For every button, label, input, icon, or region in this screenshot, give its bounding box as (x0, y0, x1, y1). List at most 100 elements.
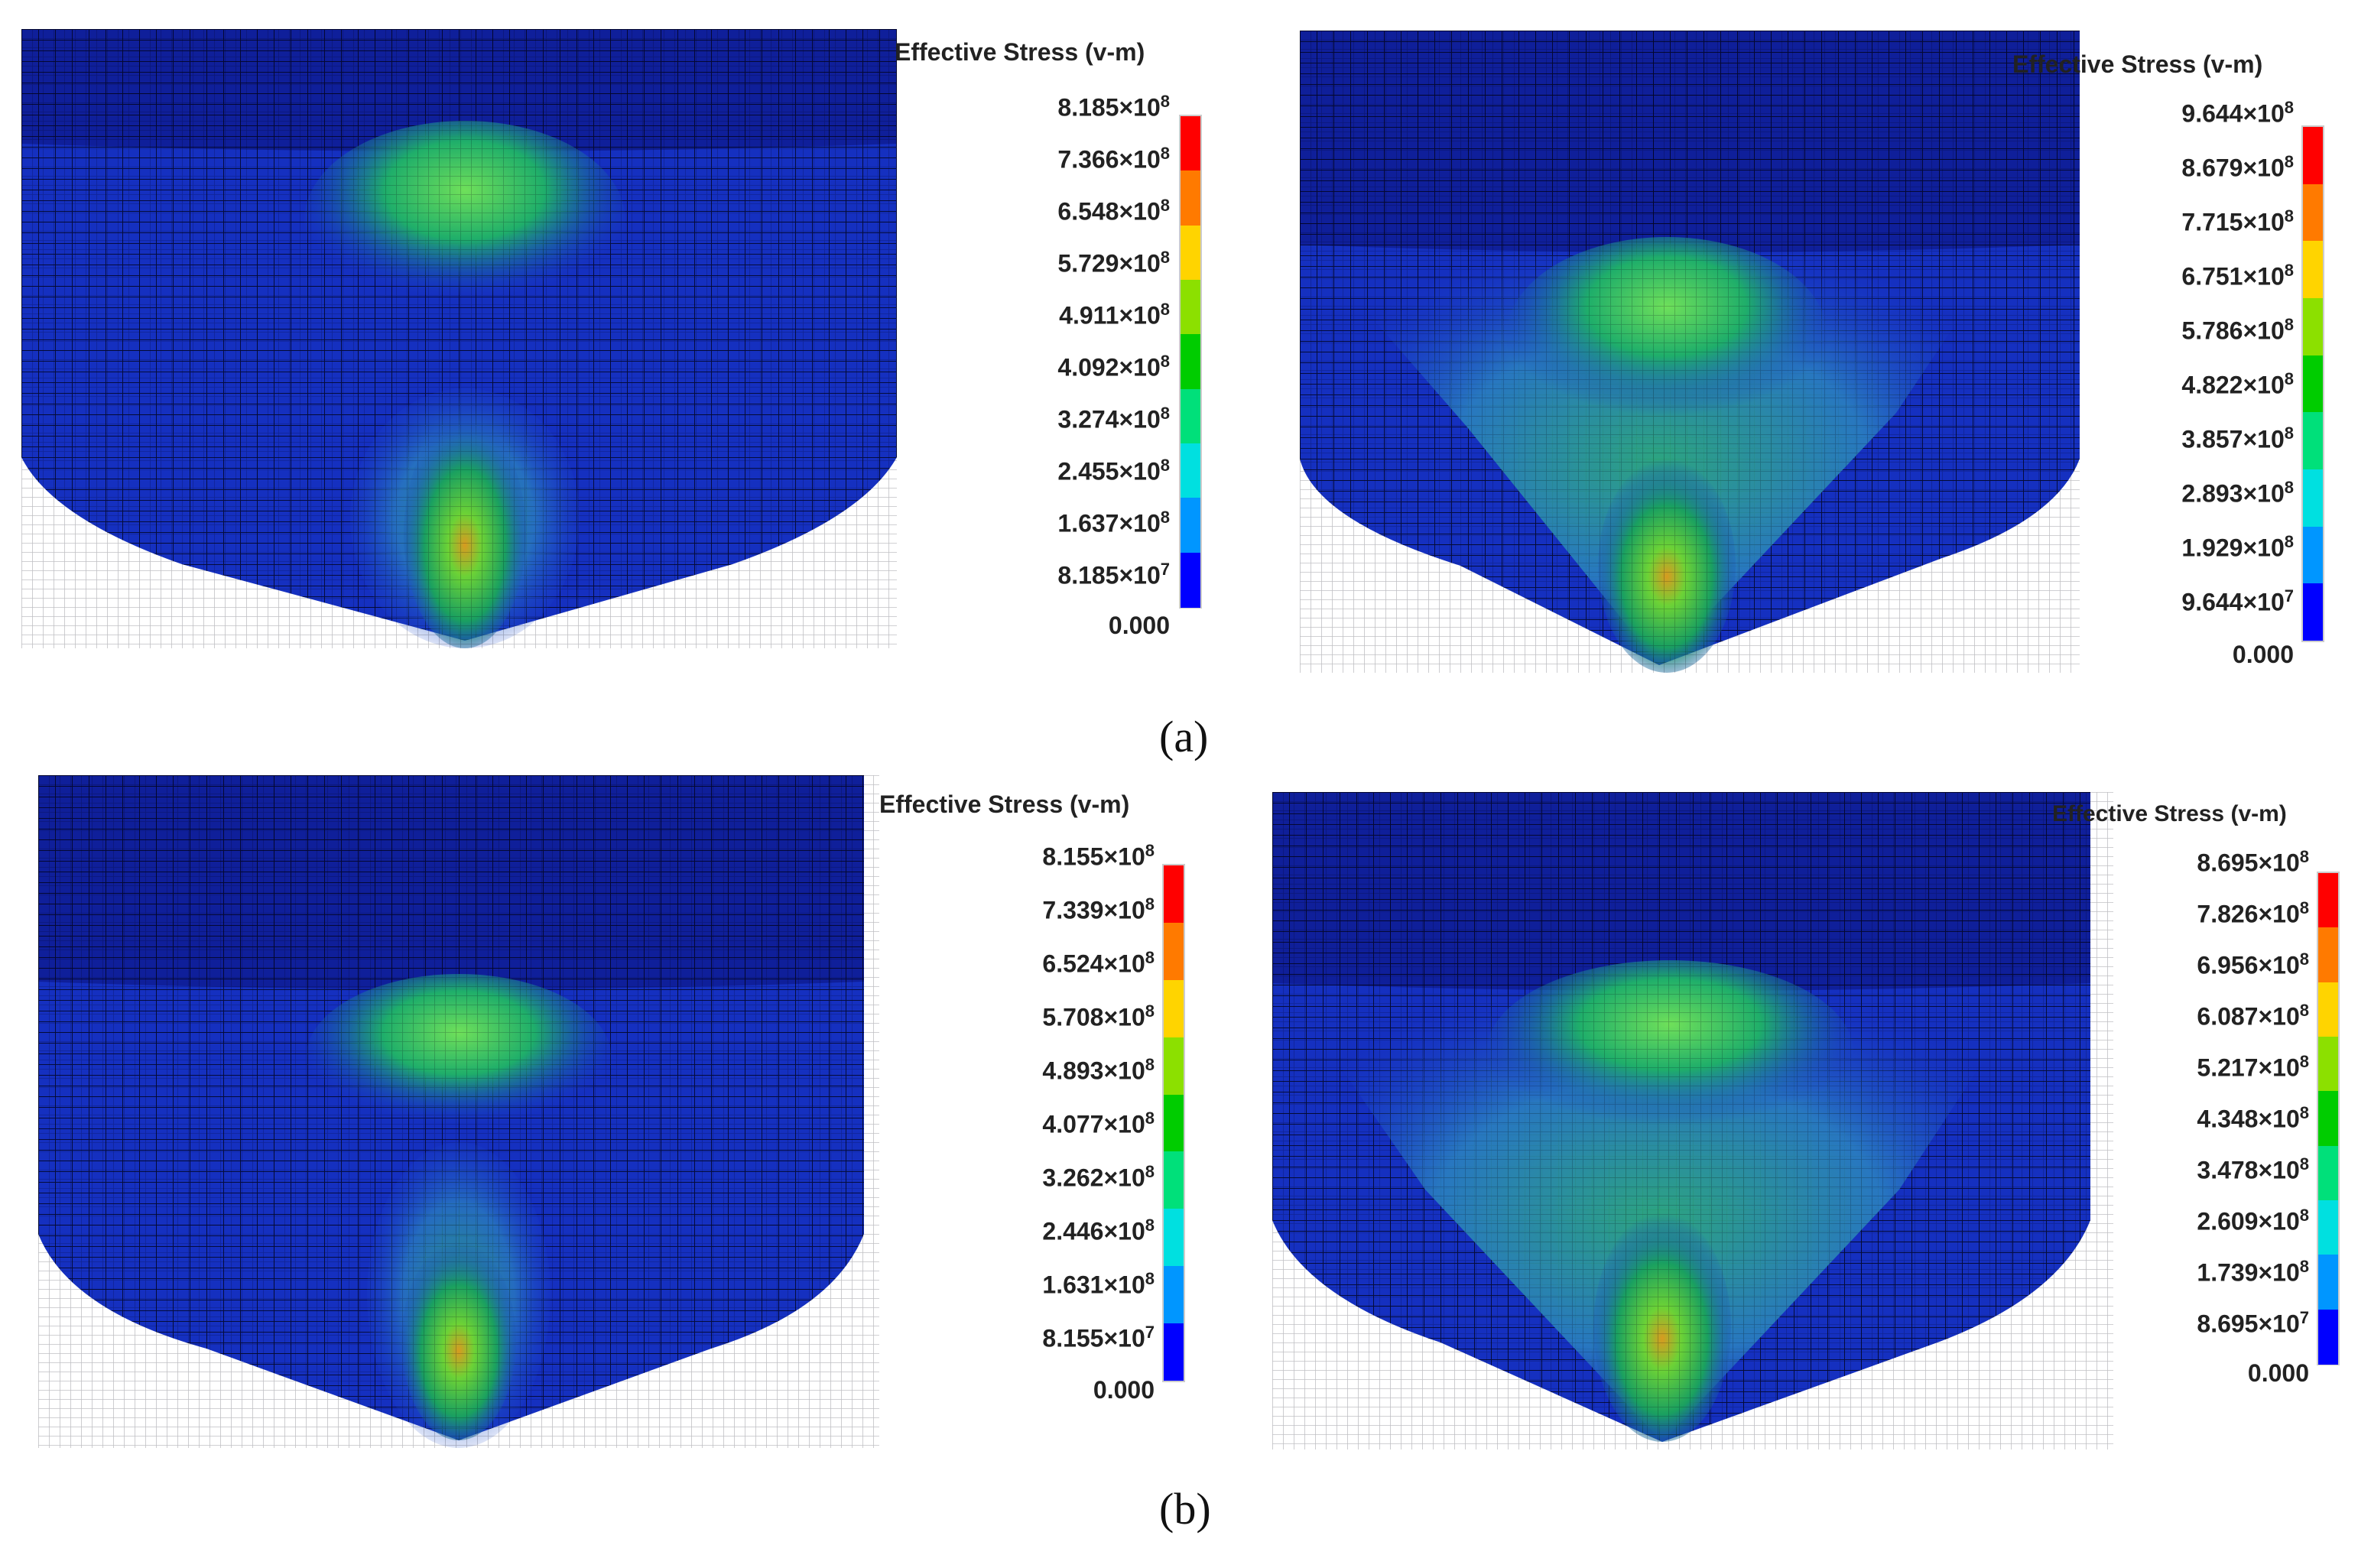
color-bar-segment (1164, 865, 1184, 923)
color-bar-segment (1181, 280, 1200, 335)
color-bar-segment (2318, 1309, 2338, 1365)
color-bar-segment (1181, 334, 1200, 390)
legend-tick-label: 3.262×108 (1042, 1162, 1155, 1192)
color-bar-segment (1181, 225, 1200, 281)
legend-tick-label: 6.548×108 (1057, 196, 1170, 226)
stress-legend: Effective Stress (v-m) 8.695×108 7.826×10… (2049, 795, 2355, 1387)
legend-tick-label: 5.729×108 (1057, 248, 1170, 278)
legend-tick-label: 8.679×108 (2181, 152, 2294, 182)
color-bar-segment (1181, 388, 1200, 444)
color-bar-segment (1164, 1323, 1184, 1381)
legend-tick-label: 8.155×107 (1042, 1323, 1155, 1352)
stress-legend: Effective Stress (v-m) 9.644×108 8.679×10… (2003, 46, 2340, 668)
color-bar-segment (1181, 498, 1200, 554)
legend-tick-label: 3.478×108 (2197, 1154, 2309, 1184)
legend-tick-label: 2.446×108 (1042, 1216, 1155, 1245)
legend-tick-label: 7.366×108 (1057, 144, 1170, 174)
legend-tick-label: 8.695×108 (2197, 847, 2309, 877)
color-bar (1162, 864, 1185, 1382)
stress-contour-hull (1300, 31, 2080, 673)
stress-legend: Effective Stress (v-m) 8.185×108 7.366×10… (887, 38, 1223, 639)
color-bar-segment (1181, 116, 1200, 171)
legend-tick-label: 5.708×108 (1042, 1002, 1155, 1031)
legend-tick-label: 5.786×108 (2181, 315, 2294, 345)
legend-tick-label: 4.077×108 (1042, 1109, 1155, 1138)
legend-tick-label: 6.751×108 (2181, 261, 2294, 291)
color-bar-segment (1181, 443, 1200, 498)
color-bar-segment (1164, 979, 1184, 1037)
color-bar-segment (1164, 922, 1184, 980)
stress-legend: Effective Stress (v-m) 8.155×108 7.339×10… (872, 787, 1208, 1404)
color-bar-segment (2318, 873, 2338, 928)
color-bar (2301, 125, 2324, 642)
legend-tick-label: 0.000 (1108, 612, 1170, 639)
legend-tick-label: 9.644×108 (2181, 98, 2294, 128)
legend-tick-label: 0.000 (2247, 1359, 2309, 1387)
legend-tick-label: 1.631×108 (1042, 1269, 1155, 1299)
caption-a: (a) (1159, 712, 1209, 761)
color-bar-segment (2303, 526, 2323, 584)
caption-b: (b) (1159, 1484, 1211, 1534)
color-bar-segment (1164, 1266, 1184, 1324)
legend-tick-label: 4.092×108 (1057, 352, 1170, 381)
color-bar-segment (1164, 1094, 1184, 1152)
color-bar-segment (2303, 355, 2323, 413)
legend-tick-label: 4.893×108 (1042, 1055, 1155, 1085)
legend-tick-label: 0.000 (1093, 1376, 1155, 1404)
legend-title: Effective Stress (v-m) (879, 790, 1130, 818)
legend-tick-label: 1.739×108 (2197, 1257, 2309, 1287)
color-bar (1179, 115, 1202, 609)
legend-tick-label: 5.217×108 (2197, 1052, 2309, 1082)
legend-tick-label: 6.087×108 (2197, 1001, 2309, 1031)
legend-tick-label: 8.155×108 (1042, 841, 1155, 871)
color-bar-segment (2318, 982, 2338, 1037)
legend-tick-label: 4.348×108 (2197, 1103, 2309, 1133)
color-bar-segment (2303, 469, 2323, 527)
legend-tick-label: 2.893×108 (2181, 478, 2294, 508)
legend-tick-label: 6.956×108 (2197, 950, 2309, 979)
color-bar-segment (2303, 298, 2323, 355)
legend-tick-label: 1.637×108 (1057, 508, 1170, 537)
legend-tick-label: 6.524×108 (1042, 948, 1155, 978)
color-bar-segment (2318, 1200, 2338, 1255)
legend-tick-label: 3.857×108 (2181, 424, 2294, 453)
legend-tick-label: 8.185×107 (1057, 560, 1170, 589)
color-bar-segment (1181, 552, 1200, 608)
legend-tick-label: 8.185×108 (1057, 92, 1170, 122)
color-bar-segment (2303, 583, 2323, 641)
legend-tick-label: 2.455×108 (1057, 456, 1170, 485)
legend-tick-label: 7.826×108 (2197, 898, 2309, 928)
color-bar-segment (2303, 127, 2323, 184)
color-bar-segment (2318, 1255, 2338, 1310)
color-bar-segment (1164, 1209, 1184, 1267)
color-bar-segment (2318, 1037, 2338, 1092)
color-bar-segment (1181, 170, 1200, 226)
color-bar-segment (1164, 1037, 1184, 1095)
stress-contour-hull (1272, 792, 2113, 1450)
legend-tick-label: 7.339×108 (1042, 894, 1155, 924)
color-bar-segment (2303, 183, 2323, 242)
legend-labels: 9.644×108 8.679×108 7.715×108 6.751×108 5.78… (2003, 98, 2294, 668)
legend-labels: 8.695×108 7.826×108 6.956×108 6.087×108 5.21… (2049, 847, 2309, 1387)
legend-tick-label: 4.911×108 (1059, 300, 1170, 330)
legend-labels: 8.185×108 7.366×108 6.548×108 5.729×108 4.91… (887, 92, 1170, 639)
color-bar-segment (2318, 927, 2338, 983)
legend-tick-label: 3.274×108 (1057, 404, 1170, 433)
legend-tick-label: 1.929×108 (2181, 532, 2294, 562)
color-bar-segment (2318, 1145, 2338, 1201)
legend-tick-label: 0.000 (2232, 641, 2294, 668)
color-bar-segment (2303, 412, 2323, 470)
color-bar-segment (1164, 1151, 1184, 1209)
legend-title: Effective Stress (v-m) (2052, 801, 2287, 826)
legend-tick-label: 2.609×108 (2197, 1206, 2309, 1235)
legend-tick-label: 9.644×107 (2181, 586, 2294, 616)
legend-tick-label: 4.822×108 (2181, 369, 2294, 399)
stress-contour-hull (21, 29, 897, 648)
stress-contour-hull (38, 775, 879, 1448)
color-bar (2317, 872, 2340, 1365)
color-bar-segment (2303, 241, 2323, 299)
color-bar-segment (2318, 1091, 2338, 1147)
legend-labels: 8.155×108 7.339×108 6.524×108 5.708×108 4.89… (872, 841, 1155, 1404)
legend-title: Effective Stress (v-m) (895, 38, 1145, 66)
legend-tick-label: 7.715×108 (2181, 206, 2294, 236)
